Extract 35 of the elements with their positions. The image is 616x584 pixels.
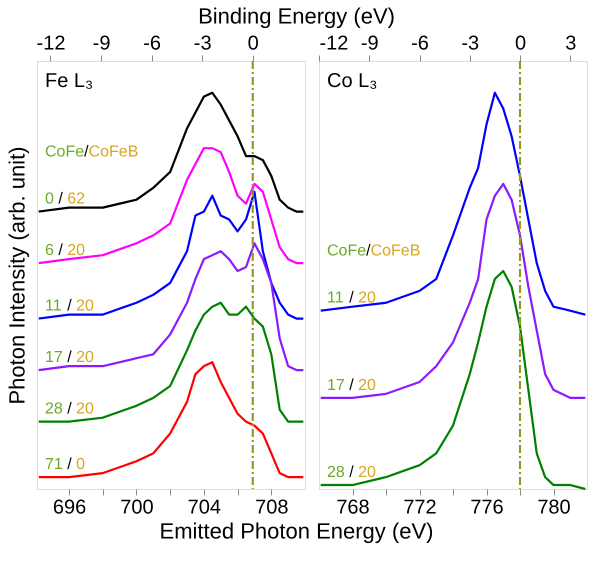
series-label: 17 / 20	[327, 376, 376, 394]
series-label: 71 / 0	[45, 456, 86, 474]
x2-tick-label: 3	[565, 32, 576, 54]
x2-tick-label: 0	[514, 32, 526, 54]
x2-tick-label: -3	[461, 32, 480, 54]
series-label: 6 / 20	[45, 242, 86, 260]
x-tick-label: 696	[52, 496, 86, 518]
series-label: 28 / 20	[327, 464, 376, 482]
y-axis-title: Photon Intensity (arb. unit)	[4, 146, 30, 405]
legend-title: CoFe/CoFeB	[45, 144, 138, 161]
legend-title: CoFe/CoFeB	[327, 242, 420, 260]
x2-tick-label: -6	[143, 32, 162, 54]
x-tick-label: 768	[336, 496, 370, 518]
x-tick-label: 700	[120, 496, 154, 518]
series-label: 11 / 20	[327, 290, 376, 307]
x2-axis-title: Binding Energy (eV)	[198, 4, 395, 28]
x2-tick-label: -9	[92, 32, 110, 54]
x2-tick-label: -6	[411, 32, 429, 54]
x2-tick-label: -9	[360, 32, 379, 54]
x2-tick-label: -3	[194, 32, 212, 54]
x-tick-label: 780	[537, 496, 571, 518]
x2-tick-label: 0	[248, 32, 259, 54]
x2-tick-label: -12	[36, 32, 66, 54]
x2-tick-label: -12	[320, 32, 348, 54]
x-tick-label: 772	[403, 496, 437, 518]
x-tick-label: 704	[188, 496, 222, 518]
series-label: 17 / 20	[45, 349, 94, 366]
x-axis-title: Emitted Photon Energy (eV)	[160, 518, 434, 544]
series-label: 0 / 62	[45, 190, 86, 208]
text: Co L₃	[327, 70, 378, 92]
series-label: 28 / 20	[45, 400, 94, 418]
text: Fe L₃	[45, 70, 94, 92]
x-tick-label: 708	[255, 496, 288, 518]
x-tick-label: 776	[470, 496, 504, 518]
series-label: 11 / 20	[45, 298, 94, 315]
